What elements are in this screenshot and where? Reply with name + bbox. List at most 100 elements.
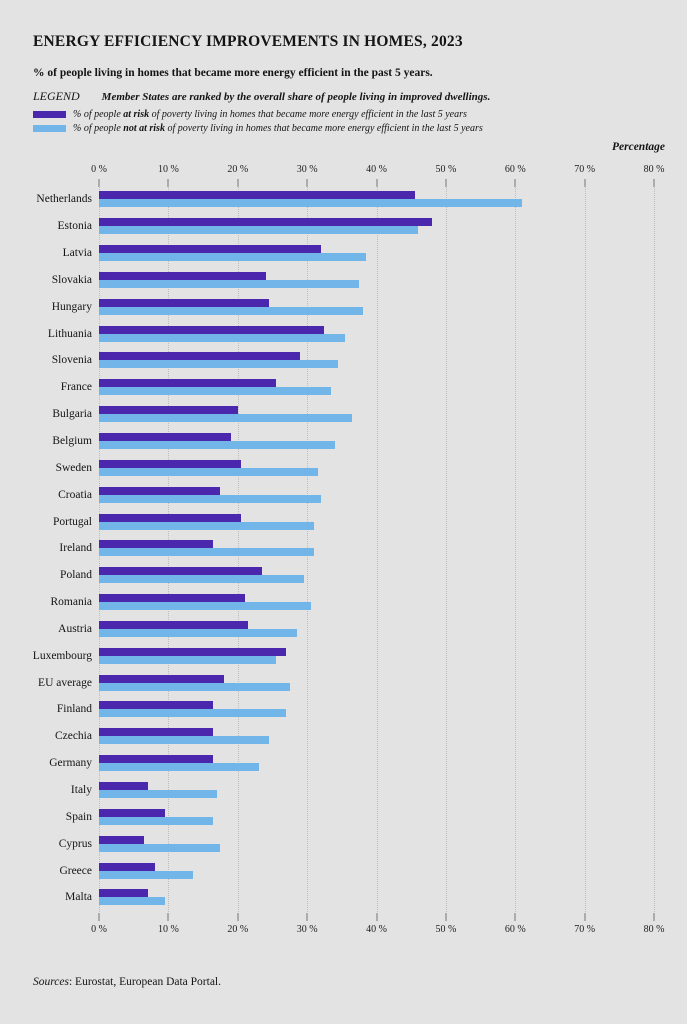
bar-at-risk xyxy=(99,271,266,280)
bar-at-risk xyxy=(99,218,432,227)
bar-not-at-risk xyxy=(99,494,321,503)
legend-label-emphasis: not at risk xyxy=(123,122,165,134)
legend-swatch-not-at-risk xyxy=(33,124,66,132)
chart-subtitle: % of people living in homes that became … xyxy=(33,67,433,79)
x-axis-labels-bottom: 0 % 10 % 20 % 30 % 40 % 50 % 60 % 70 % 80 % xyxy=(91,924,664,936)
bar-at-risk xyxy=(99,352,301,361)
bar-at-risk xyxy=(99,755,214,764)
chart-row: Portugal xyxy=(0,508,687,535)
legend-swatch-at-risk xyxy=(33,110,66,118)
legend-item-not-at-risk: % of people not at risk of poverty livin… xyxy=(33,122,483,134)
bar-not-at-risk xyxy=(99,897,165,906)
row-bars xyxy=(99,620,654,637)
bar-not-at-risk xyxy=(99,467,318,476)
legend-label-suffix: of poverty living in homes that became m… xyxy=(164,122,483,134)
bar-not-at-risk xyxy=(99,521,315,530)
chart-row: Finland xyxy=(0,696,687,723)
axis-title: Percentage xyxy=(611,141,665,153)
chart-row: Netherlands xyxy=(0,186,687,213)
row-bars xyxy=(99,594,654,611)
bar-at-risk xyxy=(99,433,231,442)
row-bars xyxy=(99,298,654,315)
row-label: Portugal xyxy=(53,515,92,528)
bar-at-risk xyxy=(99,647,287,656)
sources-word: Sources xyxy=(33,976,69,988)
x-tick-label: 30 % xyxy=(296,924,318,935)
legend-heading-line: LEGEND Member States are ranked by the ov… xyxy=(33,89,490,104)
row-label: Latvia xyxy=(62,247,92,260)
bar-at-risk xyxy=(99,379,276,388)
row-label: Lithuania xyxy=(47,327,92,340)
x-tick-label: 70 % xyxy=(574,924,596,935)
legend: % of people at risk of poverty living in… xyxy=(33,108,483,136)
page-title: ENERGY EFFICIENCY IMPROVEMENTS IN HOMES,… xyxy=(33,33,463,50)
row-bars xyxy=(99,379,654,396)
x-tick-label: 50 % xyxy=(435,924,457,935)
x-tick-mark xyxy=(98,179,100,187)
x-tick-label: 50 % xyxy=(435,164,457,175)
x-axis-ticks-bottom xyxy=(98,913,655,921)
legend-note: Member States are ranked by the overall … xyxy=(101,91,491,103)
row-label: Malta xyxy=(65,891,92,904)
row-label: Estonia xyxy=(57,220,93,233)
row-bars xyxy=(99,406,654,423)
row-label: Czechia xyxy=(54,730,92,743)
bar-not-at-risk xyxy=(99,655,276,664)
row-bars xyxy=(99,352,654,369)
row-label: Ireland xyxy=(59,542,92,555)
row-bars xyxy=(99,674,654,691)
bar-at-risk xyxy=(99,245,321,254)
row-label: Spain xyxy=(65,810,92,823)
x-tick-mark xyxy=(237,179,239,187)
legend-label-not-at-risk: % of people not at risk of poverty livin… xyxy=(73,123,483,134)
row-bars xyxy=(99,835,654,852)
bar-at-risk xyxy=(99,781,148,790)
bar-not-at-risk xyxy=(99,628,297,637)
row-label: Romania xyxy=(50,596,92,609)
bar-not-at-risk xyxy=(99,870,193,879)
row-label: Luxembourg xyxy=(32,649,92,662)
x-tick-mark xyxy=(584,913,586,921)
row-label: Sweden xyxy=(55,461,92,474)
x-tick-mark xyxy=(514,179,516,187)
row-label: Hungary xyxy=(51,300,92,313)
bar-at-risk xyxy=(99,191,415,200)
row-label: Finland xyxy=(56,703,92,716)
bar-at-risk xyxy=(99,567,263,576)
x-tick-mark xyxy=(98,913,100,921)
x-tick-mark xyxy=(306,913,308,921)
row-bars xyxy=(99,191,654,208)
x-tick-mark xyxy=(237,913,239,921)
chart-row: Slovenia xyxy=(0,347,687,374)
row-bars xyxy=(99,540,654,557)
legend-label-at-risk: % of people at risk of poverty living in… xyxy=(73,109,467,120)
x-tick-label: 80 % xyxy=(643,924,665,935)
bar-not-at-risk xyxy=(99,226,419,235)
row-bars xyxy=(99,271,654,288)
chart-row: Romania xyxy=(0,589,687,616)
bar-not-at-risk xyxy=(99,816,214,825)
bar-at-risk xyxy=(99,835,145,844)
row-label: Belgium xyxy=(52,435,92,448)
x-tick-label: 10 % xyxy=(157,924,179,935)
bar-at-risk xyxy=(99,620,249,629)
row-label: France xyxy=(60,381,92,394)
x-tick-label: 10 % xyxy=(157,164,179,175)
row-label: Slovakia xyxy=(51,273,92,286)
row-bars xyxy=(99,862,654,879)
chart-row: Belgium xyxy=(0,428,687,455)
row-bars xyxy=(99,889,654,906)
bar-at-risk xyxy=(99,459,242,468)
x-tick-mark xyxy=(514,913,516,921)
bar-at-risk xyxy=(99,513,242,522)
x-tick-mark xyxy=(445,179,447,187)
row-label: EU average xyxy=(38,676,92,689)
bar-not-at-risk xyxy=(99,387,332,396)
x-tick-label: 40 % xyxy=(366,164,387,175)
bar-not-at-risk xyxy=(99,414,353,423)
bar-at-risk xyxy=(99,486,221,495)
chart-row: Luxembourg xyxy=(0,642,687,669)
row-label: Germany xyxy=(49,757,92,770)
bar-not-at-risk xyxy=(99,763,259,772)
chart-row: Sweden xyxy=(0,454,687,481)
